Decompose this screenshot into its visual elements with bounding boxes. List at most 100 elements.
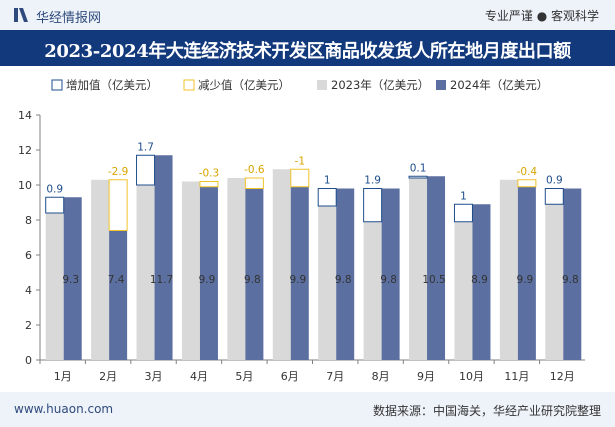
increase-box bbox=[136, 154, 156, 186]
change-label: 1 bbox=[324, 175, 331, 187]
value-label-2024: 9.9 bbox=[289, 274, 306, 286]
x-tick-label: 8月 bbox=[372, 370, 390, 383]
x-tick-label: 1月 bbox=[54, 370, 72, 383]
x-tick-label: 7月 bbox=[326, 370, 344, 383]
change-label: -0.3 bbox=[199, 168, 220, 180]
y-tick-label: 10 bbox=[18, 179, 32, 192]
value-label-2024: 8.9 bbox=[471, 274, 488, 286]
bar-2024 bbox=[563, 188, 582, 360]
legend-label-increase: 增加值（亿美元） bbox=[66, 78, 158, 92]
legend: 增加值（亿美元） 减少值（亿美元） 2023年（亿美元） 2024年（亿美元） bbox=[51, 78, 548, 92]
legend-swatch-decrease bbox=[183, 79, 195, 91]
x-tick-label: 10月 bbox=[459, 370, 484, 383]
legend-label-2023: 2023年（亿美元） bbox=[331, 78, 429, 92]
bar-2023 bbox=[272, 169, 291, 360]
bar-2024 bbox=[245, 188, 264, 360]
bar-2024 bbox=[154, 155, 173, 360]
brand-name: 华经情报网 bbox=[36, 11, 102, 26]
x-tick-label: 3月 bbox=[145, 370, 163, 383]
x-axis-ticks: 1月 2月 3月 4月 5月 6月 7月 8月 9月 10月 11月 12月 bbox=[39, 360, 575, 383]
change-label: -1 bbox=[295, 155, 305, 167]
bar-2023 bbox=[136, 185, 155, 360]
y-tick-label: 14 bbox=[18, 109, 32, 122]
title-bar bbox=[0, 30, 615, 66]
bar-2023 bbox=[318, 206, 337, 360]
top-bar bbox=[0, 0, 615, 30]
change-label: 1.7 bbox=[137, 141, 154, 153]
increase-box bbox=[453, 203, 473, 223]
value-label-2024: 9.8 bbox=[562, 274, 579, 286]
x-tick-label: 9月 bbox=[417, 370, 435, 383]
change-label: 1.9 bbox=[364, 175, 381, 187]
value-label-2024: 10.5 bbox=[422, 274, 445, 286]
change-label: 0.9 bbox=[546, 175, 563, 187]
value-label-2024: 9.3 bbox=[62, 274, 79, 286]
decrease-box bbox=[244, 177, 264, 189]
decrease-box bbox=[199, 181, 219, 188]
decrease-box bbox=[290, 168, 310, 188]
value-label-2024: 9.8 bbox=[335, 274, 352, 286]
change-label: 0.1 bbox=[410, 162, 427, 174]
bar-2024 bbox=[517, 186, 536, 360]
value-label-2024: 9.8 bbox=[244, 274, 261, 286]
legend-label-2024: 2024年（亿美元） bbox=[450, 78, 548, 92]
x-tick-label: 11月 bbox=[504, 370, 529, 383]
bar-2024 bbox=[427, 176, 446, 360]
bar-2024 bbox=[63, 197, 82, 360]
x-tick-label: 5月 bbox=[235, 370, 253, 383]
x-tick-label: 4月 bbox=[190, 370, 208, 383]
y-tick-label: 8 bbox=[25, 214, 32, 227]
bars-layer: 0.9 9.3 -2.9 7.4 1.7 11.7 -0.3 9.9 -0.6 9.8 -1 9.9 1… bbox=[45, 141, 582, 360]
bar-2024 bbox=[290, 186, 309, 360]
bar-2024 bbox=[109, 230, 128, 360]
bar-2023 bbox=[409, 178, 428, 360]
y-axis-ticks: 0 2 4 6 8 10 12 14 bbox=[18, 109, 40, 367]
y-tick-label: 6 bbox=[25, 249, 32, 262]
footer-source: 数据来源：中国海关，华经产业研究院整理 bbox=[372, 404, 601, 418]
bar-2023 bbox=[454, 221, 473, 360]
legend-swatch-2024 bbox=[436, 80, 446, 90]
value-label-2024: 11.7 bbox=[150, 274, 173, 286]
change-label: -0.4 bbox=[517, 166, 538, 178]
x-tick-label: 6月 bbox=[281, 370, 299, 383]
y-tick-label: 0 bbox=[25, 354, 32, 367]
increase-box bbox=[317, 188, 337, 207]
legend-swatch-increase bbox=[51, 79, 63, 91]
huajing-logo-icon bbox=[14, 8, 28, 22]
footer-website: www.huaon.com bbox=[14, 402, 114, 416]
y-tick-label: 4 bbox=[25, 284, 32, 297]
y-tick-label: 2 bbox=[25, 319, 32, 332]
value-label-2024: 9.9 bbox=[199, 274, 216, 286]
change-label: -0.6 bbox=[244, 164, 265, 176]
increase-box bbox=[363, 188, 383, 223]
bar-2024 bbox=[336, 188, 355, 360]
bar-2024 bbox=[199, 186, 218, 360]
increase-box bbox=[45, 196, 65, 214]
decrease-box bbox=[108, 179, 128, 231]
brand-tagline: 专业严谨 ● 客观科学 bbox=[484, 9, 599, 23]
x-tick-label: 2月 bbox=[99, 370, 117, 383]
bar-2023 bbox=[45, 213, 64, 360]
x-tick-label: 12月 bbox=[550, 370, 575, 383]
bottom-bar bbox=[0, 392, 615, 427]
bar-2023 bbox=[91, 179, 110, 360]
bar-2024 bbox=[381, 188, 400, 360]
y-tick-label: 12 bbox=[18, 144, 32, 157]
increase-box bbox=[408, 175, 428, 179]
change-label: 0.9 bbox=[46, 183, 63, 195]
chart-title: 2023-2024年大连经济技术开发区商品收发货人所在地月度出口额 bbox=[44, 41, 571, 62]
bar-2024 bbox=[472, 204, 491, 360]
bar-2023 bbox=[227, 178, 246, 360]
change-label: -2.9 bbox=[108, 166, 129, 178]
legend-swatch-2023 bbox=[317, 80, 327, 90]
value-label-2024: 7.4 bbox=[108, 274, 125, 286]
bar-2023 bbox=[499, 179, 518, 360]
legend-label-decrease: 减少值（亿美元） bbox=[198, 78, 290, 92]
change-label: 1 bbox=[460, 190, 467, 202]
value-label-2024: 9.9 bbox=[517, 274, 534, 286]
bar-2023 bbox=[181, 181, 200, 360]
increase-box bbox=[544, 188, 564, 205]
bar-2023 bbox=[363, 221, 382, 360]
